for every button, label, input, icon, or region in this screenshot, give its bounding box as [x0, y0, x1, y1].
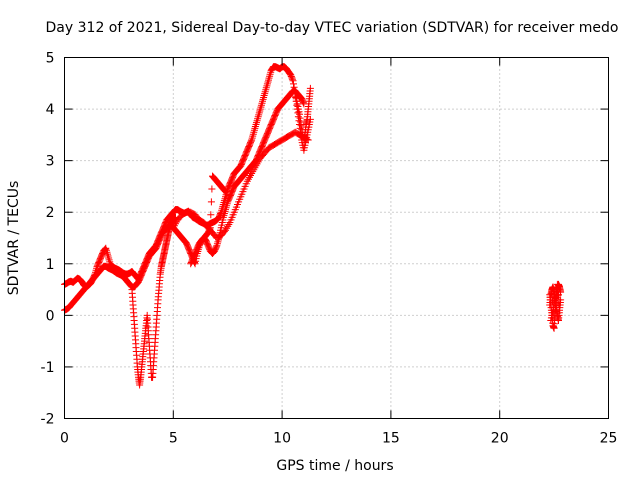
data-point [207, 211, 215, 219]
x-tick-label: 10 [273, 431, 291, 447]
data-point [257, 101, 265, 109]
data-point [262, 84, 270, 92]
y-tick-label: -2 [41, 412, 55, 428]
y-tick-label: 5 [46, 51, 55, 67]
data-point [253, 119, 260, 127]
data-point [549, 306, 557, 314]
y-tick-label: 4 [46, 102, 55, 118]
y-axis-label: SDTVAR / TECUs [6, 181, 22, 296]
x-tick-label: 15 [382, 431, 400, 447]
data-point [296, 110, 303, 118]
data-point [206, 225, 214, 233]
data-point [297, 122, 305, 130]
x-tick-labels: 0 5 10 15 20 25 [60, 431, 617, 447]
data-point [306, 84, 314, 92]
chart-title: Day 312 of 2021, Sidereal Day-to-day VTE… [46, 20, 619, 36]
plot-frame [64, 57, 609, 419]
data-point [206, 224, 214, 232]
grid [64, 57, 609, 419]
data-point [288, 75, 296, 83]
data-point [207, 198, 215, 206]
y-tick-label: 1 [46, 257, 55, 273]
data-point [290, 80, 297, 88]
y-tick-label: 0 [46, 308, 55, 324]
data-markers [61, 63, 565, 389]
y-tick-label: -1 [41, 360, 55, 376]
x-tick-label: 0 [60, 431, 69, 447]
y-tick-label: 2 [46, 205, 55, 221]
data-point [551, 297, 559, 304]
data-point [220, 186, 228, 194]
y-tick-labels: -2 -1 0 1 2 3 4 5 [41, 51, 55, 428]
data-point [222, 188, 229, 196]
data-point [554, 286, 562, 294]
x-axis-label: GPS time / hours [276, 458, 393, 474]
axis-ticks [64, 57, 609, 419]
x-tick-label: 20 [491, 431, 509, 447]
data-point [249, 130, 257, 138]
data-point [286, 70, 294, 77]
x-tick-label: 25 [600, 431, 618, 447]
data-point [556, 301, 563, 309]
x-tick-label: 5 [169, 431, 178, 447]
y-tick-label: 3 [46, 154, 55, 170]
data-point [299, 99, 307, 107]
data-point [208, 185, 216, 193]
